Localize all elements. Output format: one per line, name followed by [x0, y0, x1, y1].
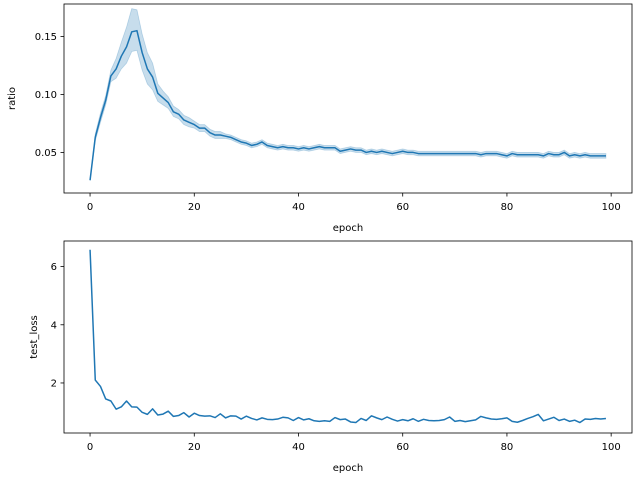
y-tick-label-0-0: 0.05 — [35, 148, 57, 159]
x-tick-label-1-2: 40 — [292, 442, 305, 453]
ratio-panel: 0 20 40 60 80 100 0.05 0.10 0.15 epoch ratio — [7, 3, 633, 234]
x-tick-label-0-4: 80 — [501, 202, 514, 213]
x-tick-label-0-1: 20 — [188, 202, 201, 213]
y-tick-label-0-1: 0.10 — [35, 90, 57, 101]
y-tick-label-0-2: 0.15 — [35, 32, 57, 43]
x-tick-label-1-5: 100 — [602, 442, 621, 453]
x-tick-label-0-2: 40 — [292, 202, 305, 213]
x-axis-label-1: epoch — [333, 463, 363, 474]
x-tick-label-0-0: 0 — [87, 202, 93, 213]
x-axis-label-0: epoch — [333, 223, 363, 234]
x-tick-label-1-3: 60 — [396, 442, 409, 453]
plot-frame-1 — [63, 240, 633, 434]
x-tick-label-1-1: 20 — [188, 442, 201, 453]
y-axis-label-0: ratio — [7, 87, 18, 110]
x-tick-label-0-3: 60 — [396, 202, 409, 213]
x-tick-label-0-5: 100 — [602, 202, 621, 213]
test-loss-panel: 0 20 40 60 80 100 2 4 6 epoch test_loss — [29, 240, 633, 474]
x-tick-label-1-4: 80 — [501, 442, 514, 453]
y-tick-label-1-1: 4 — [51, 320, 57, 331]
series-line-1-0 — [89, 249, 607, 424]
y-axis-label-1: test_loss — [29, 315, 40, 359]
y-tick-label-1-0: 2 — [51, 379, 57, 390]
series-line-0-0 — [89, 29, 606, 181]
x-tick-label-1-0: 0 — [87, 442, 93, 453]
y-tick-label-1-2: 6 — [51, 262, 57, 273]
plot-frame-0 — [63, 3, 633, 194]
